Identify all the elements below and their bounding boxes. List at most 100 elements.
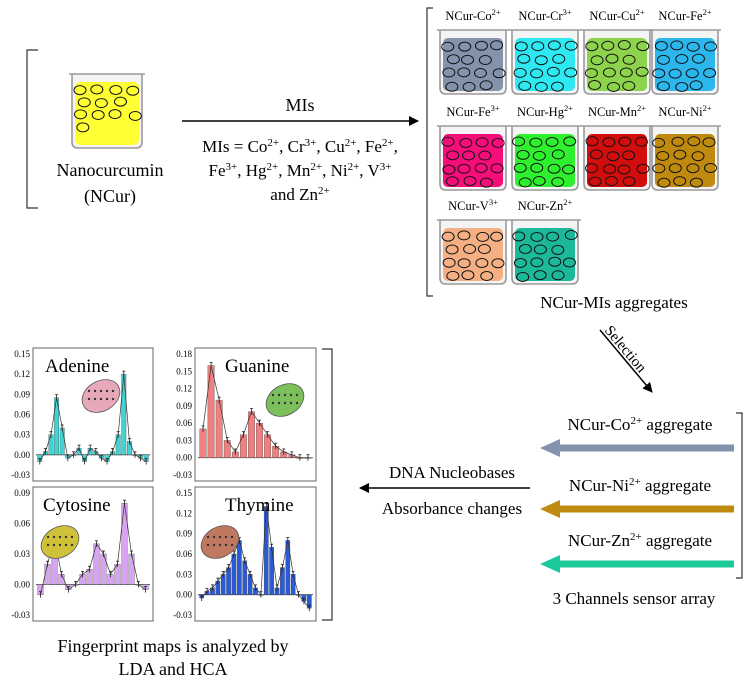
bar [100,553,107,585]
bar [231,553,237,595]
beaker-glass-icon [437,29,509,95]
chart-cytosine: 0.09 0.06 0.03 0.00 -0.03 Cytosine [11,486,154,622]
beaker-glass-icon [509,219,581,285]
sensor-channel-1: NCur-Co2+ aggregate [540,415,734,457]
aggregate-beaker-2: NCur-Cr3+ [509,7,581,95]
cluster-dot [224,543,228,547]
nanocurcumin-beaker [69,73,145,149]
bar [59,427,65,456]
aggregate-beaker-label: NCur-Fe3+ [446,103,499,119]
cluster-dot [64,535,68,539]
y-tick-label: 0.09 [176,529,192,539]
y-tick-label: 0.06 [14,519,30,529]
bar [44,563,51,585]
sensor-caption: 3 Channels sensor array [553,589,716,608]
cluster-dot [271,401,275,405]
y-tick-label: -0.03 [173,610,192,620]
cluster-dot [46,543,50,547]
source-abbr: (NCur) [84,186,136,207]
mis-list-line2: Fe3+, Hg2+, Mn2+, Ni2+, V3+ [209,161,392,180]
sensor-channel-2: NCur-Ni2+ aggregate [540,476,734,518]
chart-frame [194,347,317,482]
cluster-dot [283,393,287,397]
aggregate-beaker-6: NCur-Hg2+ [509,103,581,191]
aggregate-beaker-8: NCur-Ni2+ [649,103,721,191]
sensor-channel-arrow-shaft [556,505,734,513]
cluster-blob [200,525,240,559]
cluster-dot [87,389,91,393]
cluster-dot [224,535,228,539]
y-tick-label: 0.12 [14,369,30,379]
beaker-glass-icon [581,29,653,95]
chart-title: Cytosine [43,495,111,516]
cluster-dot [105,389,109,393]
aggregate-beaker-label: NCur-V3+ [448,197,498,213]
aggregates-caption: NCur-MIs aggregates [540,293,687,312]
bar [290,574,296,595]
trend-line [202,365,308,459]
cluster-dot [218,535,222,539]
y-tick-label: 0.15 [176,488,192,498]
y-tick-label: -0.03 [11,470,30,480]
cluster-dot [206,543,210,547]
sensor-array: NCur-Co2+ aggregate NCur-Ni2+ aggregate NC… [540,415,734,573]
cluster-dot [64,543,68,547]
sensor-channel-arrow-shaft [556,560,734,568]
y-tick-label: 0.06 [176,549,192,559]
arrow-line1: DNA Nucleobases [389,463,515,482]
cluster-dot [206,535,210,539]
cluster-dot [111,389,115,393]
bar [242,560,248,595]
bar [280,567,285,595]
cluster-dot [93,389,97,393]
cluster-dot [58,535,62,539]
cluster-dot [283,401,287,405]
y-tick-label: 0.09 [14,389,30,399]
aggregate-beaker-4: NCur-Fe2+ [649,7,721,95]
bar [220,574,226,595]
cluster-dot [111,397,115,401]
aggregate-beaker-9: NCur-V3+ [437,197,509,285]
aggregate-beaker-10: NCur-Zn2+ [509,197,581,285]
y-tick-label: 0.00 [14,580,30,590]
sensor-channel-arrow-shaft [556,444,734,452]
cluster-dot [230,535,234,539]
sensor-channel-arrow-head [540,555,560,573]
cluster-dot [218,543,222,547]
bar [121,373,127,456]
bar [239,434,247,458]
cluster-dot [289,393,293,397]
aggregate-beaker-label: NCur-Hg2+ [517,103,573,119]
aggregate-beaker-label: NCur-Ni2+ [658,103,711,119]
bar [215,399,223,458]
bar [256,422,263,458]
source-name: Nanocurcumin [57,160,164,180]
y-tick-label: 0.12 [176,508,192,518]
cluster-dot [93,397,97,401]
aggregate-beaker-label: NCur-Mn2+ [588,103,646,119]
cluster-dot [295,393,299,397]
cluster-dot [70,543,74,547]
y-tick-label: 0.03 [176,435,192,445]
cluster-dot [271,393,275,397]
beaker-glass-icon [437,125,509,191]
beaker-glass-icon [509,29,581,95]
fingerprint-caption-line2: LDA and HCA [119,659,228,679]
y-tick-label: -0.03 [173,470,192,480]
y-tick-label: 0.18 [176,349,192,359]
cluster-dot [277,393,281,397]
cluster-dot [295,401,299,405]
fingerprint-caption-line1: Fingerprint maps is analyzed by [58,636,289,656]
beaker-glass-icon [509,125,581,191]
mis-list-line3: and Zn2+ [270,185,329,204]
chart-frame [32,347,154,482]
y-tick-label: 0.15 [176,366,192,376]
y-tick-label: 0.15 [14,349,30,359]
cluster-dot [87,397,91,401]
y-tick-label: 0.00 [176,590,192,600]
cluster-blob [81,379,121,413]
arrow-line2: Absorbance changes [382,499,522,518]
cluster-dot [46,535,50,539]
cluster-dot [99,397,103,401]
aggregate-beaker-5: NCur-Fe3+ [437,103,509,191]
